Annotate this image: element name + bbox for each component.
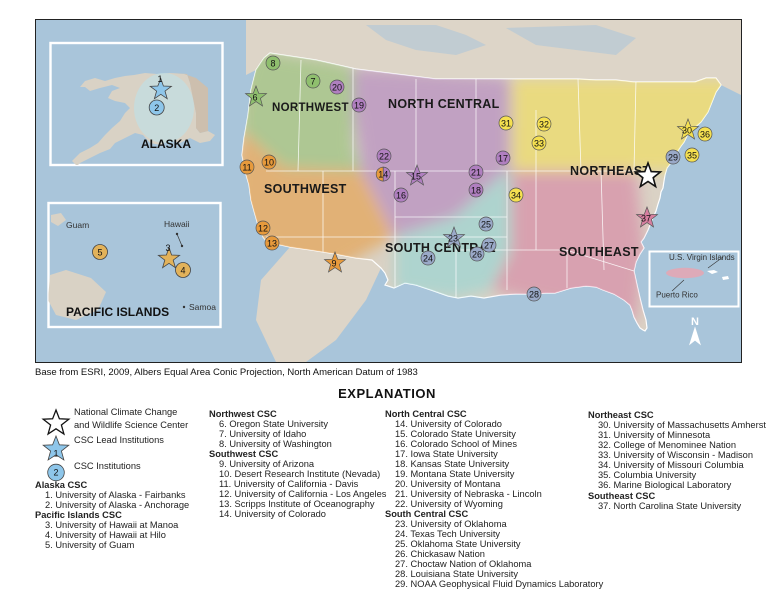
svg-text:25: 25: [481, 219, 491, 229]
svg-text:27: 27: [484, 240, 494, 250]
svg-text:19: 19: [354, 100, 364, 110]
svg-text:15: 15: [411, 171, 421, 181]
svg-text:1: 1: [157, 74, 162, 84]
svg-text:33: 33: [534, 138, 544, 148]
svg-text:23: 23: [448, 233, 458, 243]
svg-text:13: 13: [267, 238, 277, 248]
svg-text:11: 11: [242, 162, 251, 172]
svg-text:7: 7: [310, 76, 315, 86]
svg-text:2: 2: [53, 468, 58, 478]
svg-text:12: 12: [258, 223, 268, 233]
svg-text:NORTHEAST: NORTHEAST: [570, 164, 651, 178]
svg-text:2: 2: [154, 103, 159, 113]
svg-text:22: 22: [379, 151, 389, 161]
svg-text:Puerto Rico: Puerto Rico: [656, 291, 698, 300]
svg-text:37: 37: [641, 213, 651, 223]
svg-text:4: 4: [180, 265, 185, 275]
svg-text:34: 34: [511, 190, 521, 200]
svg-text:32: 32: [539, 119, 549, 129]
svg-text:NORTHWEST: NORTHWEST: [272, 102, 349, 114]
svg-text:6: 6: [252, 92, 257, 102]
svg-text:30: 30: [682, 125, 692, 135]
svg-text:8: 8: [270, 58, 275, 68]
svg-text:NORTH CENTRAL: NORTH CENTRAL: [388, 97, 500, 111]
svg-text:U.S. Virgin Islands: U.S. Virgin Islands: [669, 253, 735, 262]
svg-text:10: 10: [264, 157, 274, 167]
svg-text:SOUTHEAST: SOUTHEAST: [559, 245, 639, 259]
svg-text:28: 28: [529, 289, 539, 299]
svg-text:21: 21: [471, 167, 481, 177]
svg-text:ALASKA: ALASKA: [141, 137, 191, 151]
svg-text:SOUTHWEST: SOUTHWEST: [264, 182, 347, 196]
svg-text:35: 35: [687, 150, 697, 160]
svg-text:Samoa: Samoa: [189, 302, 216, 312]
svg-text:Hawaii: Hawaii: [164, 219, 190, 229]
svg-text:9: 9: [331, 258, 336, 268]
svg-text:36: 36: [700, 129, 710, 139]
svg-text:5: 5: [97, 247, 102, 257]
svg-text:24: 24: [423, 253, 433, 263]
svg-text:18: 18: [471, 185, 481, 195]
svg-text:14: 14: [378, 169, 388, 179]
svg-text:3: 3: [165, 243, 170, 253]
svg-text:29: 29: [668, 152, 678, 162]
svg-text:31: 31: [501, 118, 511, 128]
svg-text:17: 17: [498, 153, 508, 163]
svg-text:N: N: [691, 316, 699, 328]
svg-text:1: 1: [53, 449, 58, 459]
svg-text:20: 20: [332, 82, 342, 92]
svg-text:16: 16: [396, 190, 406, 200]
svg-text:Guam: Guam: [66, 220, 89, 230]
svg-text:26: 26: [472, 249, 482, 259]
svg-text:PACIFIC ISLANDS: PACIFIC ISLANDS: [66, 305, 169, 319]
